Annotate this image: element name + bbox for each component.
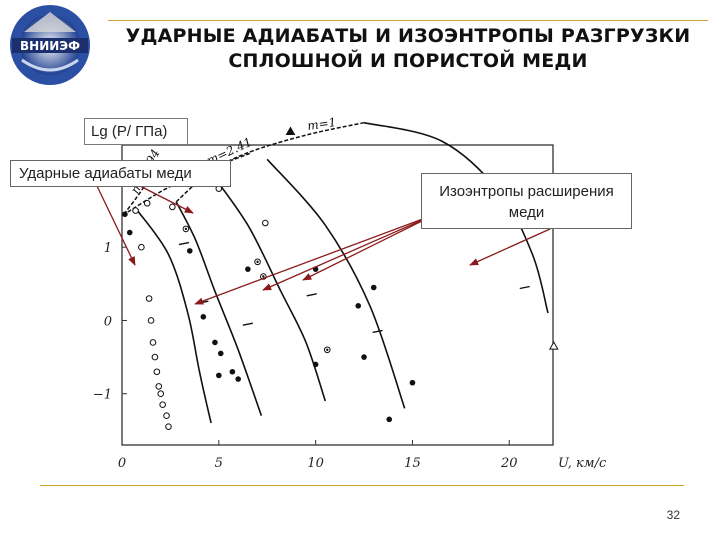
curve-label: m=1 <box>306 115 337 133</box>
y-axis-label: Lg (P/ ГПа) <box>84 118 188 145</box>
curve-tick <box>178 241 190 246</box>
curve-tick <box>242 322 254 326</box>
isentrope-curve <box>208 169 327 402</box>
curve-tick <box>519 285 530 290</box>
title-line-1: УДАРНЫЕ АДИАБАТЫ И ИЗОЭНТРОПЫ РАЗГРУЗКИ <box>125 25 691 47</box>
x-tick-label: 0 <box>118 456 126 471</box>
filled-marker <box>126 229 133 236</box>
filled-marker <box>245 266 251 272</box>
footer-divider <box>40 485 684 486</box>
vniief-logo: ВНИИЭФ <box>10 5 90 85</box>
open-marker <box>169 203 176 211</box>
annotation-arrow <box>302 213 437 281</box>
filled-marker <box>229 368 236 375</box>
open-marker <box>143 199 151 207</box>
isentrope-curve <box>175 201 263 416</box>
y-tick-label: 0 <box>104 314 112 329</box>
open-marker <box>163 412 170 419</box>
half-marker-core <box>256 260 259 264</box>
title-divider <box>108 20 708 21</box>
open-marker <box>165 423 172 430</box>
annotation-arrow <box>262 213 437 291</box>
half-marker-core <box>262 275 265 278</box>
annotation-arrow <box>469 228 551 266</box>
filled-marker <box>122 211 128 218</box>
filled-marker <box>235 376 241 382</box>
curve-tick <box>306 293 317 297</box>
isentrope-curve <box>266 158 406 409</box>
x-tick-label: 20 <box>500 456 518 471</box>
open-marker <box>157 390 165 398</box>
half-marker-core <box>326 348 329 351</box>
filled-marker <box>409 379 416 386</box>
y-tick-label: 1 <box>104 241 112 256</box>
filled-marker <box>200 314 207 320</box>
triangle-marker <box>285 126 296 135</box>
filled-marker <box>312 361 319 368</box>
annotation-arrow <box>96 185 136 266</box>
open-marker <box>147 317 155 324</box>
shock-adiabat-curve <box>123 171 158 215</box>
open-marker <box>159 401 166 409</box>
x-tick-label: 5 <box>215 456 223 471</box>
isentropes-callout-line-2: меди <box>508 204 545 221</box>
chart-axes <box>121 144 554 446</box>
title-line-2: СПЛОШНОЙ И ПОРИСТОЙ МЕДИ <box>228 50 588 72</box>
shock-adiabats-callout: Ударные адиабаты меди <box>10 160 231 187</box>
x-axis-label: U, км/с <box>558 456 607 471</box>
plot-frame <box>121 144 554 446</box>
open-marker <box>138 243 145 251</box>
annotation-arrow <box>194 213 437 305</box>
filled-marker <box>361 354 367 360</box>
open-marker <box>155 383 163 390</box>
isentropes-callout: Изоэнтропы расширения меди <box>421 173 632 229</box>
open-marker <box>153 368 161 376</box>
page-number: 32 <box>666 508 680 522</box>
isentropes-callout-line-1: Изоэнтропы расширения <box>439 183 614 200</box>
isentrope-curve <box>136 210 212 424</box>
half-marker-core <box>184 227 188 231</box>
filled-marker <box>186 248 193 254</box>
curve-tick <box>372 329 383 334</box>
filled-marker <box>355 303 362 309</box>
filled-marker <box>216 372 222 379</box>
filled-marker <box>212 339 218 346</box>
filled-marker <box>217 350 224 357</box>
triangle-marker <box>548 341 559 350</box>
annotation-arrow <box>139 185 194 214</box>
open-marker <box>132 207 139 214</box>
x-tick-label: 15 <box>404 456 421 471</box>
annotation-arrows <box>96 185 551 305</box>
logo-text: ВНИИЭФ <box>20 39 80 53</box>
x-tick-label: 10 <box>307 456 324 471</box>
open-marker <box>261 219 269 227</box>
page-title: УДАРНЫЕ АДИАБАТЫ И ИЗОЭНТРОПЫ РАЗГРУЗКИ … <box>108 24 708 74</box>
filled-marker <box>370 284 377 291</box>
open-marker <box>151 353 159 361</box>
open-marker <box>149 339 157 346</box>
filled-marker <box>386 416 393 423</box>
y-tick-label: −1 <box>93 388 112 403</box>
open-marker <box>145 295 153 302</box>
